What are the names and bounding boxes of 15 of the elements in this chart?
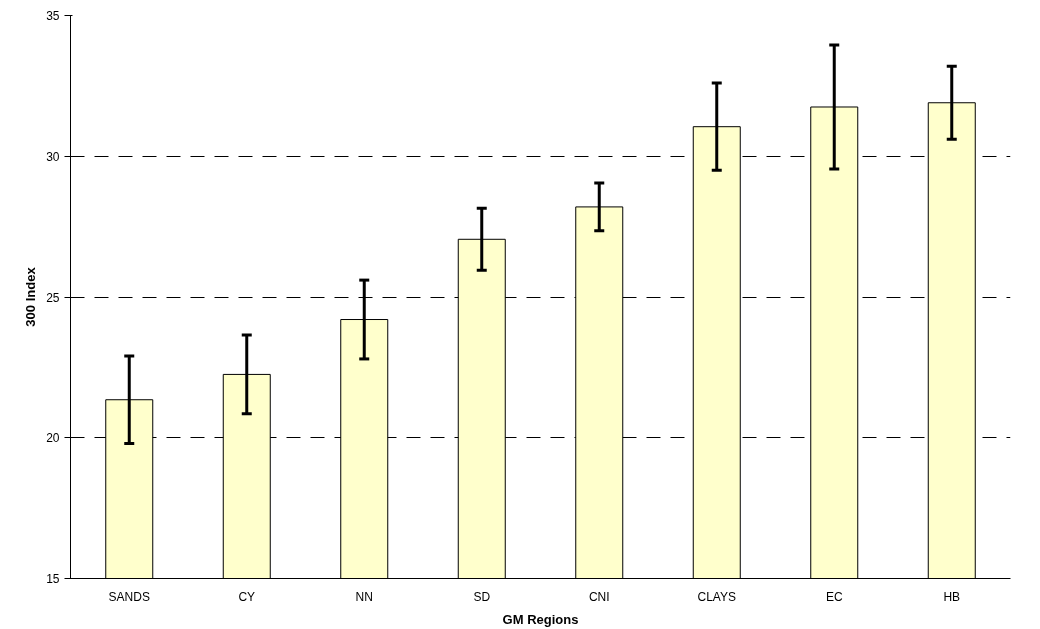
x-tick-label: NN [355,589,373,604]
x-tick-label: SANDS [108,589,150,604]
y-axis-title: 300 Index [23,266,39,327]
y-tick-label: 15 [46,572,60,586]
y-tick-label: 25 [46,290,60,305]
x-tick-label: CLAYS [697,589,736,604]
x-tick-label: CNI [588,589,610,604]
x-tick-label: CY [238,589,256,604]
x-tick-label: EC [825,589,843,604]
y-tick-label: 20 [46,431,60,446]
y-tick-label: 30 [46,149,60,164]
x-tick-label: SD [473,589,491,604]
x-tick-label: HB [943,589,961,604]
x-axis-title: GM Regions [502,611,579,627]
y-tick-label: 35 [46,9,60,23]
